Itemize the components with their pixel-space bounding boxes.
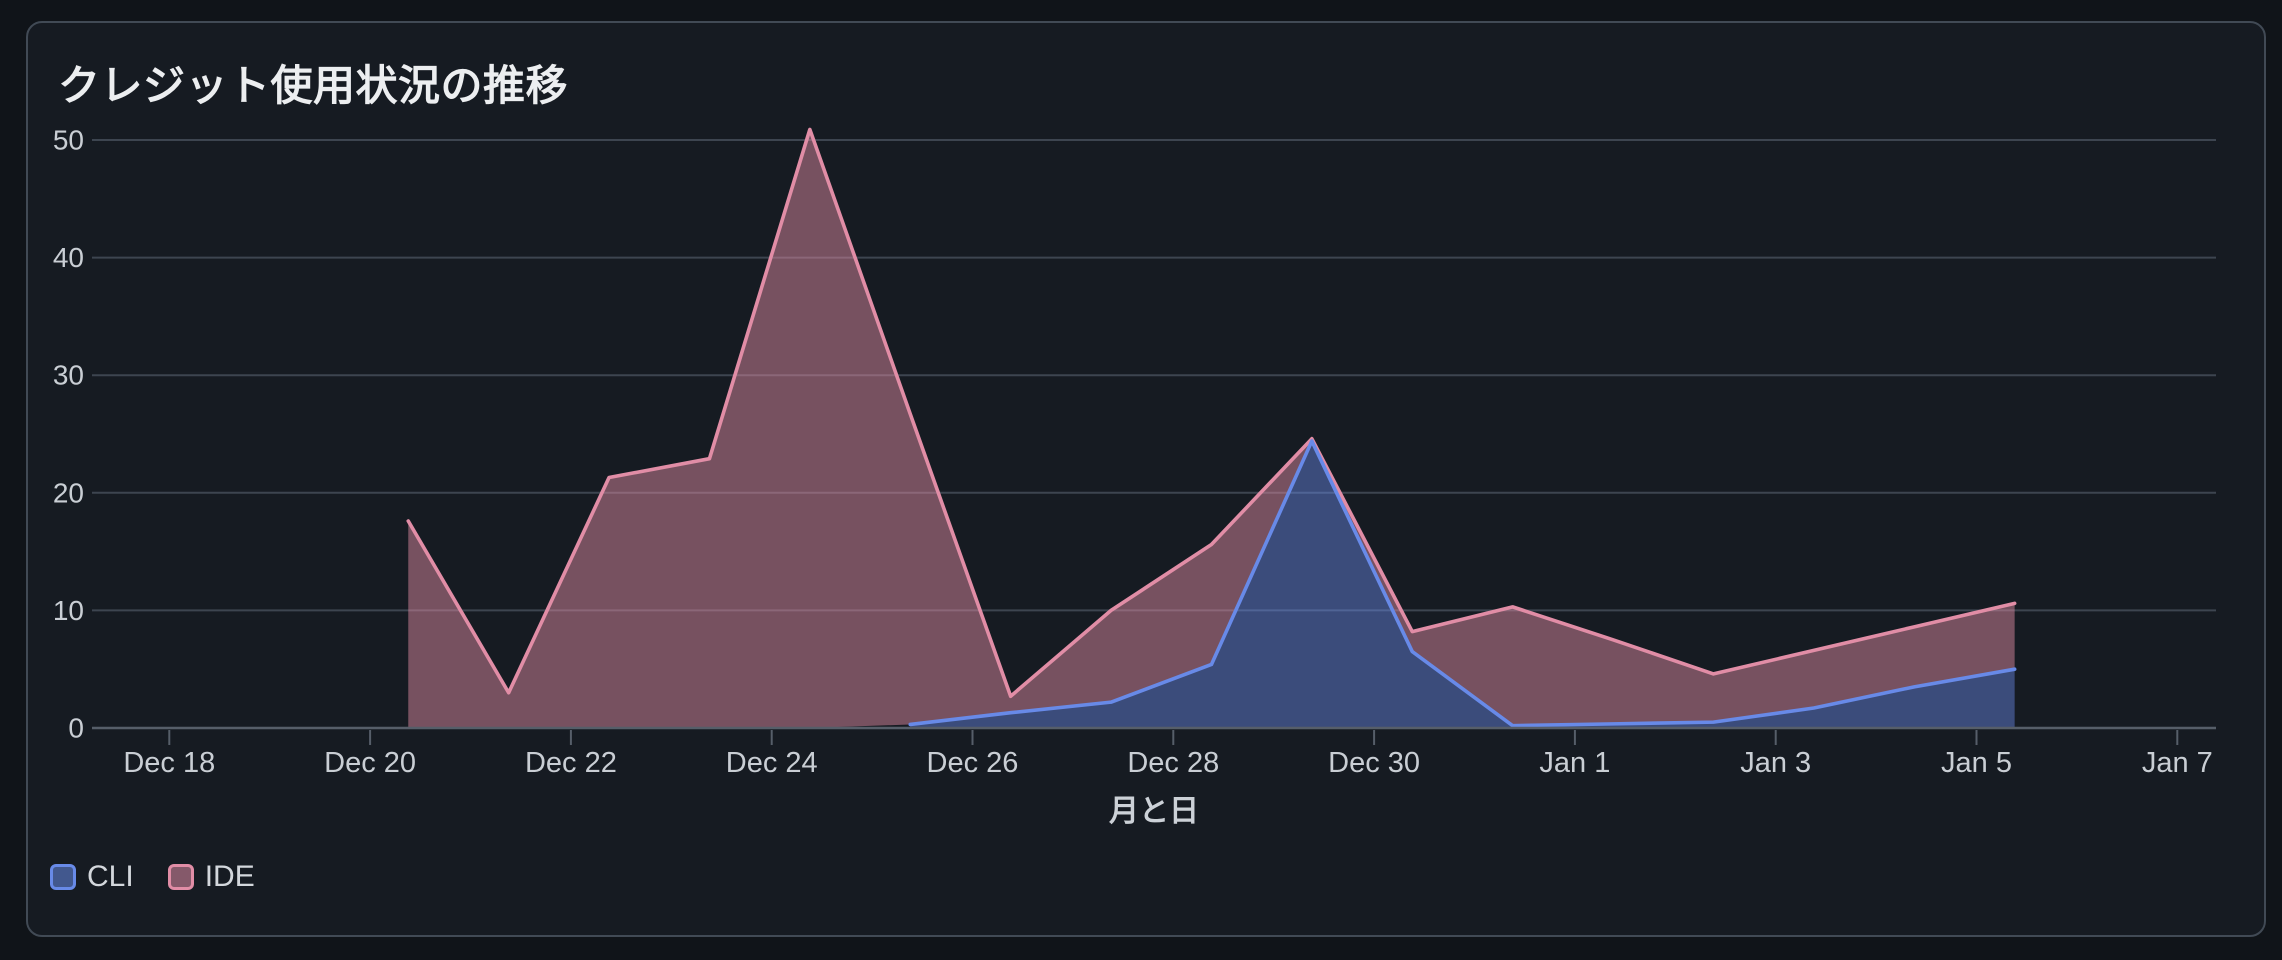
svg-text:Dec 24: Dec 24 <box>726 747 818 779</box>
ide-series-label: IDE <box>204 860 255 893</box>
svg-text:40: 40 <box>53 242 84 273</box>
svg-text:Jan 1: Jan 1 <box>1539 747 1610 779</box>
svg-text:20: 20 <box>53 477 84 508</box>
svg-text:Dec 18: Dec 18 <box>123 747 215 779</box>
chart-legend: CLI IDE <box>50 862 255 892</box>
x-tick-labels: Dec 18 Dec 20 Dec 22 Dec 24 Dec 26 Dec 28 Dec … <box>123 747 2212 779</box>
y-tick-labels: 0 10 20 30 40 50 <box>53 125 84 744</box>
y-gridlines <box>92 139 2216 612</box>
svg-text:Dec 26: Dec 26 <box>927 747 1019 779</box>
series-area-ide <box>406 127 2017 728</box>
series-area-cli <box>908 439 2017 728</box>
legend-item-cli[interactable]: CLI <box>50 862 134 892</box>
legend-item-ide[interactable]: IDE <box>167 860 255 893</box>
svg-text:10: 10 <box>53 595 84 626</box>
chart-title: クレジット使用状況の推移 <box>58 62 569 109</box>
svg-text:Dec 28: Dec 28 <box>1127 747 1219 779</box>
ide-series-swatch <box>167 864 194 890</box>
svg-text:30: 30 <box>53 360 84 391</box>
svg-text:Dec 30: Dec 30 <box>1328 747 1420 779</box>
svg-text:50: 50 <box>53 125 84 156</box>
x-axis-title: 月と日 <box>1109 795 1199 828</box>
svg-text:Dec 20: Dec 20 <box>324 747 416 779</box>
cli-series-swatch <box>50 864 76 890</box>
chart-card <box>26 21 2266 937</box>
svg-text:Dec 22: Dec 22 <box>525 747 617 779</box>
cli-series-label: CLI <box>87 860 134 893</box>
x-tick-marks <box>168 730 2179 745</box>
svg-text:Jan 7: Jan 7 <box>2142 747 2213 779</box>
svg-text:Jan 3: Jan 3 <box>1740 747 1811 779</box>
svg-text:Jan 5: Jan 5 <box>1941 747 2012 779</box>
svg-text:0: 0 <box>68 713 84 744</box>
